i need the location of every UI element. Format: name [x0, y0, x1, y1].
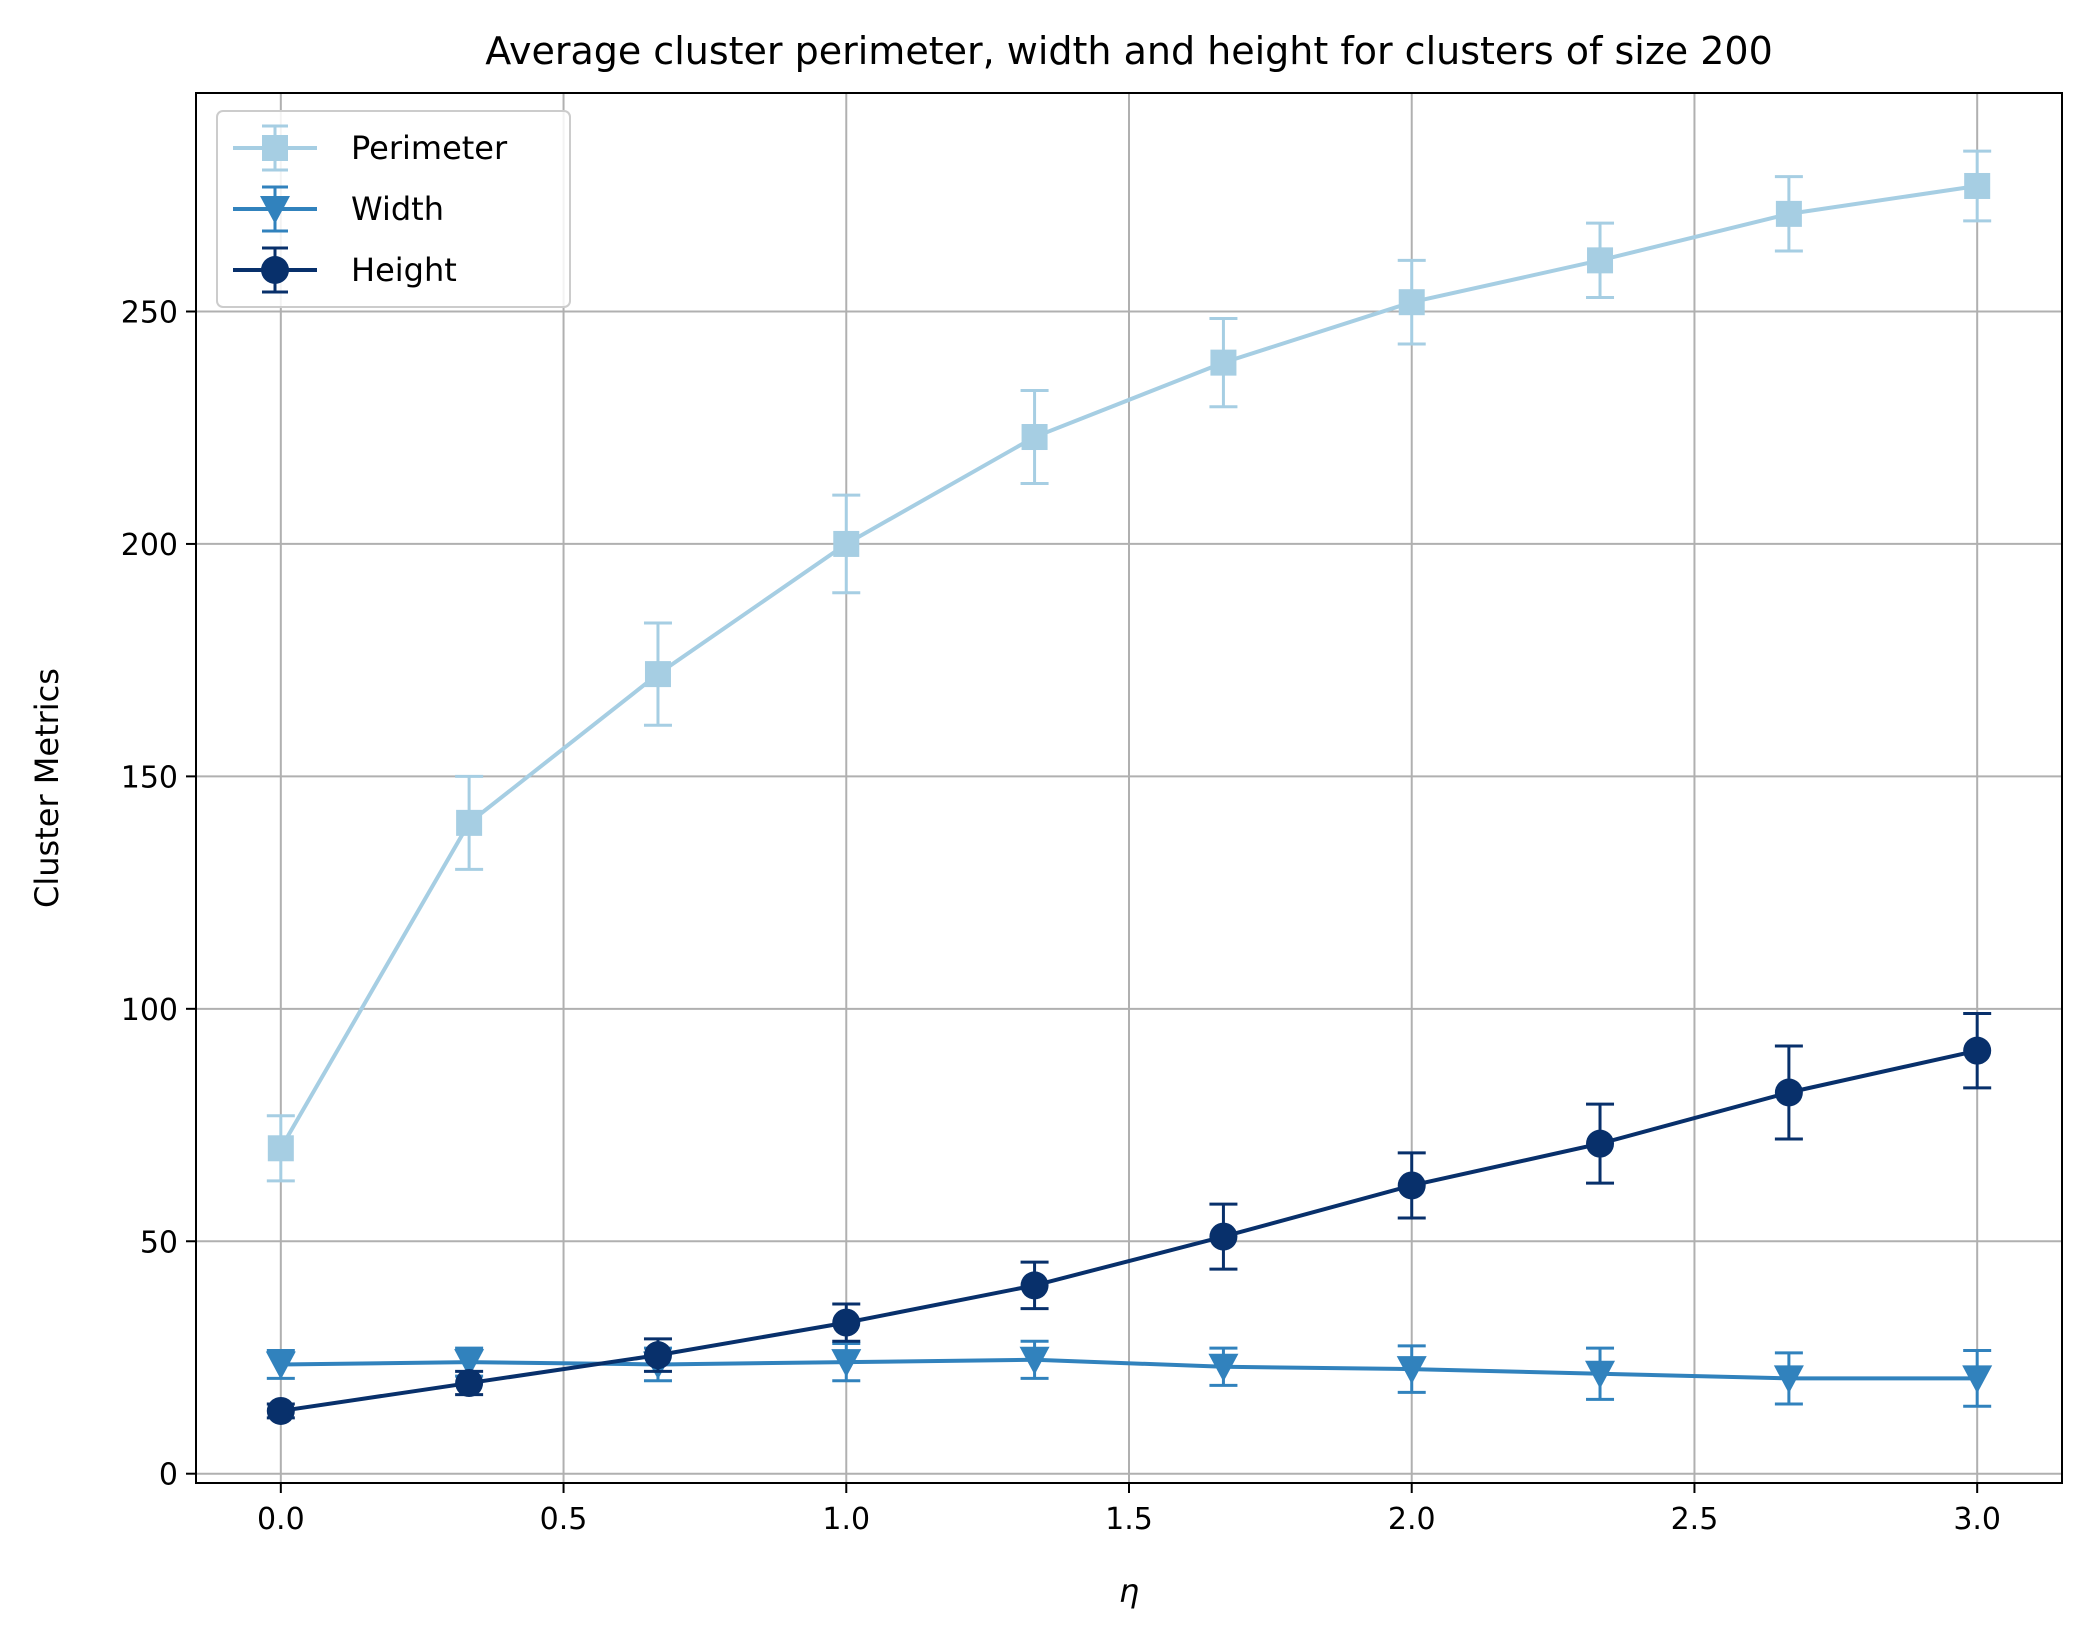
x-tick-label: 1.5: [1105, 1502, 1153, 1537]
height-legend-label: Height: [351, 251, 457, 289]
x-tick-label: 3.0: [1953, 1502, 2001, 1537]
width-legend-label: Width: [351, 190, 444, 228]
width-point: [831, 1349, 862, 1378]
perimeter-point: [1021, 424, 1048, 451]
height-line: [280, 1048, 1978, 1413]
height-point: [266, 1396, 295, 1425]
height-point: [1586, 1129, 1615, 1158]
legend-box: [216, 110, 571, 308]
y-axis-label: Cluster Metrics: [28, 668, 66, 908]
width-point: [1019, 1346, 1050, 1375]
y-tick-label: 200: [121, 528, 178, 563]
width-point: [1396, 1356, 1427, 1385]
height-point: [1774, 1078, 1803, 1107]
series-layer: [265, 149, 1993, 1425]
perimeter-point: [1398, 289, 1425, 316]
chart-title: Average cluster perimeter, width and hei…: [485, 29, 1773, 73]
y-tick-label: 0: [159, 1458, 178, 1493]
perimeter-line: [279, 183, 1978, 1150]
width-point: [1773, 1365, 1804, 1394]
perimeter-point: [644, 661, 671, 688]
width-point: [1962, 1365, 1993, 1394]
y-tick-label: 250: [121, 295, 178, 330]
width-line: [280, 1357, 1978, 1381]
ticks: 0.0 0.5 1.0 1.5 2.0 2.5 3.0 0 50 100 150 200 250: [121, 295, 2001, 1537]
width-point: [1585, 1360, 1616, 1389]
x-tick-label: 0.5: [540, 1502, 588, 1537]
perimeter-point: [267, 1135, 294, 1162]
height-legend-marker: [261, 256, 289, 284]
height-point: [1397, 1171, 1426, 1200]
perimeter-point: [1964, 172, 1991, 199]
width-point: [265, 1351, 296, 1380]
height-series: [266, 1011, 1992, 1425]
x-tick-label: 1.0: [822, 1502, 870, 1537]
y-tick-label: 150: [121, 760, 178, 795]
height-point: [832, 1308, 861, 1337]
legend: Perimeter Width Height: [216, 110, 571, 308]
perimeter-point: [1587, 247, 1614, 274]
perimeter-legend-label: Perimeter: [351, 129, 508, 167]
perimeter-legend-marker: [262, 135, 288, 161]
width-point: [1208, 1353, 1239, 1382]
x-axis-label: η: [1119, 1572, 1139, 1610]
perimeter-point: [833, 530, 860, 557]
grid: [196, 93, 2062, 1483]
y-tick-label: 50: [140, 1225, 178, 1260]
y-tick-label: 100: [121, 993, 178, 1028]
height-point: [455, 1369, 484, 1398]
x-tick-label: 2.5: [1671, 1502, 1719, 1537]
width-point: [454, 1349, 485, 1378]
height-point: [1963, 1036, 1992, 1065]
height-point: [1020, 1271, 1049, 1300]
height-point: [1209, 1222, 1238, 1251]
x-tick-label: 2.0: [1388, 1502, 1436, 1537]
width-legend-marker: [260, 196, 290, 224]
perimeter-point: [1775, 200, 1802, 227]
perimeter-series: [266, 149, 1992, 1183]
height-point: [643, 1341, 672, 1370]
perimeter-point: [1210, 349, 1237, 376]
x-tick-label: 0.0: [257, 1502, 305, 1537]
perimeter-point: [456, 809, 483, 836]
